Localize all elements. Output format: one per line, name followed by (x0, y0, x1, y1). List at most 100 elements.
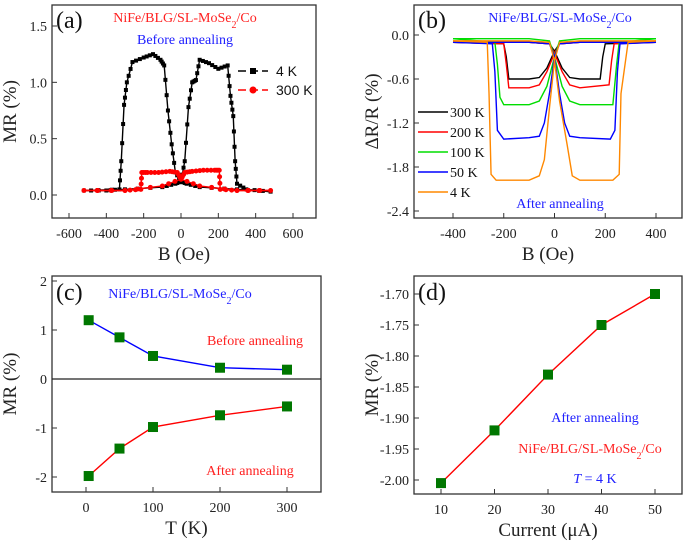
data-marker (124, 80, 129, 85)
data-marker (650, 289, 660, 299)
y-tick-label: -2.4 (387, 205, 409, 220)
series-line (453, 40, 657, 181)
data-marker (156, 169, 162, 175)
legend-label: 300 K (276, 82, 313, 98)
data-marker (137, 57, 142, 62)
annotation-subscript: 2 (227, 296, 232, 307)
data-marker (152, 169, 158, 175)
series-0 (436, 289, 660, 489)
x-tick-label: -200 (491, 227, 517, 242)
data-marker (215, 410, 225, 421)
data-marker (543, 369, 553, 380)
legend-label: 4 K (450, 186, 471, 201)
data-marker (489, 425, 500, 436)
data-marker (204, 60, 209, 65)
data-marker (123, 87, 128, 92)
series-line (453, 37, 657, 106)
data-marker (210, 63, 215, 68)
data-marker (209, 184, 215, 190)
annotation: Before annealing (207, 334, 303, 349)
annotation-text: Before annealing (137, 33, 233, 48)
data-marker (138, 175, 144, 181)
data-marker (217, 174, 223, 180)
panel-label: (a) (56, 8, 83, 34)
x-axis-label: Current (μA) (498, 520, 597, 541)
panel-c: 0 100 200 300 2 1 0 -1 -2 T (K) MR (%) (c) NiFe/BLG/… (0, 275, 322, 539)
data-marker (186, 105, 191, 110)
data-marker (95, 187, 101, 193)
data-marker (169, 182, 174, 187)
data-marker (235, 181, 239, 186)
x-tick-label: 20 (488, 503, 502, 518)
data-marker (229, 187, 235, 193)
y-axis-label: MR (%) (0, 353, 21, 416)
x-tick-label: 200 (595, 227, 616, 242)
data-marker (114, 443, 125, 454)
series-100k (452, 37, 657, 106)
data-marker (231, 129, 236, 134)
data-marker (163, 77, 168, 82)
data-marker (81, 187, 87, 193)
y-axis-label: MR (%) (362, 354, 383, 417)
data-marker (195, 71, 200, 76)
data-marker (196, 64, 201, 69)
data-marker (197, 57, 202, 62)
data-marker (204, 167, 210, 173)
data-marker (83, 315, 94, 326)
x-tick-label: 100 (143, 501, 164, 516)
data-marker (229, 100, 234, 105)
data-marker (172, 178, 178, 184)
data-marker (217, 180, 223, 186)
data-marker (166, 181, 172, 187)
data-marker (126, 73, 131, 78)
annotation: After annealing (551, 411, 638, 426)
annotation-subscript: 2 (607, 20, 612, 31)
data-marker (144, 54, 149, 59)
annotation-text: /Co (232, 287, 252, 302)
data-marker (200, 167, 206, 173)
y-tick-label: 1 (40, 324, 47, 339)
data-marker (168, 130, 173, 135)
annotation-variable: T (573, 472, 582, 487)
data-marker (163, 169, 169, 175)
legend-marker (249, 86, 257, 94)
data-marker (181, 165, 186, 170)
annotation-text: = 4 K (581, 472, 617, 487)
data-marker (282, 364, 292, 375)
data-marker (596, 320, 607, 330)
data-marker (117, 178, 122, 183)
annotation-subscript: 2 (637, 451, 642, 462)
x-tick-label: 0 (178, 227, 185, 242)
y-tick-label: 0.0 (392, 29, 410, 44)
y-tick-label: -1.85 (380, 381, 409, 396)
data-marker (207, 61, 211, 66)
x-tick-label: -400 (93, 227, 119, 242)
data-marker (121, 122, 126, 127)
data-marker (233, 166, 238, 171)
data-marker (83, 471, 94, 482)
x-axis-label: B (Oe) (158, 244, 210, 265)
data-marker (230, 107, 235, 112)
data-marker (213, 65, 218, 70)
data-marker (169, 142, 174, 147)
x-tick-label: 10 (434, 503, 448, 518)
data-marker (130, 60, 135, 65)
annotation-subscript: 2 (232, 20, 237, 31)
plot-frame (51, 275, 322, 493)
annotation-text: /Co (642, 442, 662, 457)
data-marker (193, 183, 198, 188)
y-tick-label: 0.0 (30, 189, 48, 204)
y-axis-label: ΔR/R (%) (362, 73, 383, 149)
data-marker (164, 183, 169, 188)
data-marker (216, 66, 221, 71)
y-tick-label: -1.70 (380, 288, 409, 303)
data-marker (197, 183, 203, 189)
data-marker (216, 167, 222, 173)
x-tick-label: 200 (208, 227, 229, 242)
data-marker (151, 52, 155, 57)
data-marker (188, 182, 193, 187)
panel-a: -600 -400 -200 0 200 400 600 0.0 0.5 1.0 1.5 B (Oe)… (0, 4, 317, 265)
data-marker (241, 185, 246, 190)
x-tick-label: 30 (541, 503, 555, 518)
